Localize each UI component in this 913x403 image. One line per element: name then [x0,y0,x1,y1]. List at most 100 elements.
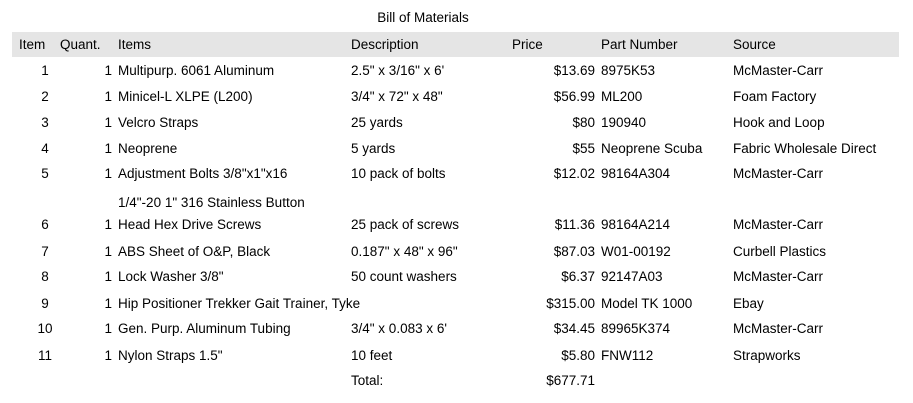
cell-part-number: Model TK 1000 [601,296,693,311]
table-row: 3 1 Velcro Straps 25 yards $80 190940 Hook and… [0,114,913,132]
cell-source: Ebay [733,296,764,311]
cell-quantity: 1 [104,321,112,336]
cell-items: Nylon Straps 1.5" [118,348,223,363]
cell-item: 2 [41,89,49,104]
cell-price: $56.99 [553,89,595,104]
cell-price: $80 [572,115,595,130]
header-quantity: Quant. [60,37,101,52]
cell-price: $34.45 [553,321,595,336]
total-label: Total: [351,373,384,388]
cell-source: Hook and Loop [733,115,825,130]
cell-price: $12.02 [553,166,595,181]
cell-item: 1 [41,63,49,78]
cell-items: Multipurp. 6061 Aluminum [118,63,275,78]
cell-description: 5 yards [351,141,396,156]
cell-source: McMaster-Carr [733,217,823,232]
cell-item: 6 [41,217,49,232]
header-items: Items [118,37,152,52]
cell-item: 5 [41,166,49,181]
table-row: 11 1 Nylon Straps 1.5" 10 feet $5.80 FNW112 St… [0,347,913,365]
cell-item: 3 [41,115,49,130]
cell-item: 8 [41,269,49,284]
table-row: 5 1 Adjustment Bolts 3/8"x1"x16 10 pack of … [0,165,913,183]
cell-item: 9 [41,296,49,311]
cell-quantity: 1 [104,63,112,78]
header-row [12,32,899,57]
cell-part-number: Neoprene Scuba [601,141,703,156]
cell-price: $315.00 [546,296,595,311]
cell-source: Foam Factory [733,89,817,104]
cell-source: Strapworks [733,348,801,363]
cell-quantity: 1 [104,244,112,259]
cell-source: Fabric Wholesale Direct [733,141,877,156]
cell-quantity: 1 [104,166,112,181]
cell-part-number: 89965K374 [601,321,671,336]
cell-quantity: 1 [104,296,112,311]
cell-part-number: 92147A03 [601,269,663,284]
cell-part-number: 98164A214 [601,217,671,232]
table-row: 1 1 Multipurp. 6061 Aluminum 2.5" x 3/16" x… [0,62,913,80]
cell-description: 0.187" x 48" x 96" [351,244,458,259]
cell-quantity: 1 [104,141,112,156]
table-row: 7 1 ABS Sheet of O&P, Black 0.187" x 48" x … [0,243,913,261]
cell-part-number: 8975K53 [601,63,656,78]
cell-price: $87.03 [553,244,595,259]
cell-item: 4 [41,141,49,156]
cell-description: 2.5" x 3/16" x 6' [351,63,445,78]
table-row: 1/4"-20 1" 316 Stainless Button [0,194,913,212]
header-part-number: Part Number [601,37,678,52]
cell-source: McMaster-Carr [733,269,823,284]
cell-price: $11.36 [554,217,595,232]
table-row: 9 1 Hip Positioner Trekker Gait Trainer, T… [0,295,913,313]
table-row: 6 1 Head Hex Drive Screws 25 pack of screws… [0,216,913,234]
cell-description: 50 count washers [351,269,457,284]
sheet-title: Bill of Materials [377,10,469,25]
header-description: Description [351,37,419,52]
cell-items: Neoprene [118,141,178,156]
cell-items: Minicel-L XLPE (L200) [118,89,253,104]
cell-source: McMaster-Carr [733,63,823,78]
cell-quantity: 1 [104,115,112,130]
cell-description: 10 feet [351,348,393,363]
header-price: Price [512,37,543,52]
cell-source: McMaster-Carr [733,321,823,336]
cell-description: 3/4" x 0.083 x 6' [351,321,447,336]
cell-part-number: 98164A304 [601,166,671,181]
cell-items: Head Hex Drive Screws [118,217,262,232]
total-value: $677.71 [546,373,595,388]
cell-item: 7 [41,244,49,259]
cell-items: Adjustment Bolts 3/8"x1"x16 [118,166,288,181]
cell-description: 3/4" x 72" x 48" [351,89,443,104]
cell-part-number: FNW112 [601,348,654,363]
table-row: 2 1 Minicel-L XLPE (L200) 3/4" x 72" x 48" $… [0,88,913,106]
table-row: 4 1 Neoprene 5 yards $55 Neoprene Scuba Fabric… [0,140,913,158]
cell-part-number: W01-00192 [601,244,671,259]
cell-source: Curbell Plastics [733,244,827,259]
cell-items: ABS Sheet of O&P, Black [118,244,271,259]
cell-items: Lock Washer 3/8" [118,269,224,284]
cell-quantity: 1 [104,89,112,104]
cell-source: McMaster-Carr [733,166,823,181]
header-source: Source [733,37,776,52]
cell-part-number: 190940 [601,115,647,130]
cell-quantity: 1 [104,217,112,232]
cell-price: $6.37 [561,269,595,284]
cell-items: Gen. Purp. Aluminum Tubing [118,321,291,336]
table-row: 10 1 Gen. Purp. Aluminum Tubing 3/4" x 0.08… [0,320,913,338]
cell-price: $13.69 [553,63,595,78]
cell-part-number: ML200 [601,89,643,104]
cell-quantity: 1 [104,269,112,284]
cell-description: 25 yards [351,115,403,130]
cell-item: 11 [37,348,52,363]
cell-items: 1/4"-20 1" 316 Stainless Button [118,195,305,210]
cell-items: Velcro Straps [118,115,199,130]
cell-items: Hip Positioner Trekker Gait Trainer, Tyk… [118,296,361,311]
cell-item: 10 [37,321,53,336]
cell-price: $5.80 [561,348,595,363]
cell-description: 10 pack of bolts [351,166,446,181]
cell-quantity: 1 [104,348,112,363]
cell-description: 25 pack of screws [351,217,460,232]
cell-price: $55 [572,141,595,156]
header-item: Item [19,37,46,52]
